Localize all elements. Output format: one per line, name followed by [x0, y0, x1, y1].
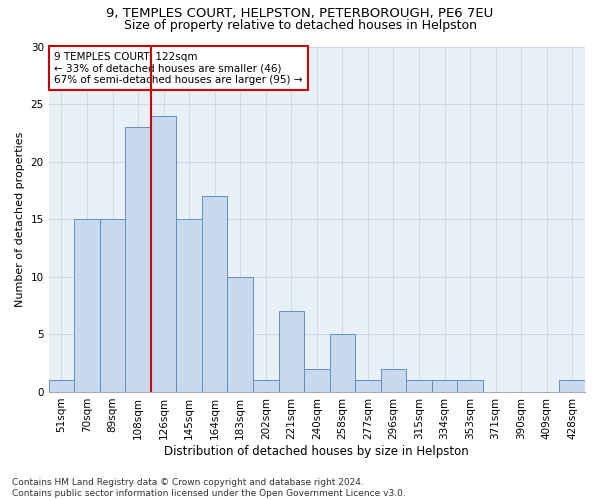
Bar — [227, 277, 253, 392]
Bar — [432, 380, 457, 392]
Bar — [151, 116, 176, 392]
Text: Size of property relative to detached houses in Helpston: Size of property relative to detached ho… — [124, 18, 476, 32]
Bar — [355, 380, 380, 392]
Bar — [253, 380, 278, 392]
Bar — [49, 380, 74, 392]
Text: 9, TEMPLES COURT, HELPSTON, PETERBOROUGH, PE6 7EU: 9, TEMPLES COURT, HELPSTON, PETERBOROUGH… — [106, 8, 494, 20]
Bar — [559, 380, 585, 392]
X-axis label: Distribution of detached houses by size in Helpston: Distribution of detached houses by size … — [164, 444, 469, 458]
Bar — [74, 219, 100, 392]
Text: 9 TEMPLES COURT: 122sqm
← 33% of detached houses are smaller (46)
67% of semi-de: 9 TEMPLES COURT: 122sqm ← 33% of detache… — [54, 52, 302, 85]
Bar — [125, 127, 151, 392]
Bar — [304, 369, 329, 392]
Bar — [457, 380, 483, 392]
Bar — [329, 334, 355, 392]
Bar — [202, 196, 227, 392]
Bar — [380, 369, 406, 392]
Bar — [278, 312, 304, 392]
Y-axis label: Number of detached properties: Number of detached properties — [15, 132, 25, 307]
Text: Contains HM Land Registry data © Crown copyright and database right 2024.
Contai: Contains HM Land Registry data © Crown c… — [12, 478, 406, 498]
Bar — [100, 219, 125, 392]
Bar — [406, 380, 432, 392]
Bar — [176, 219, 202, 392]
